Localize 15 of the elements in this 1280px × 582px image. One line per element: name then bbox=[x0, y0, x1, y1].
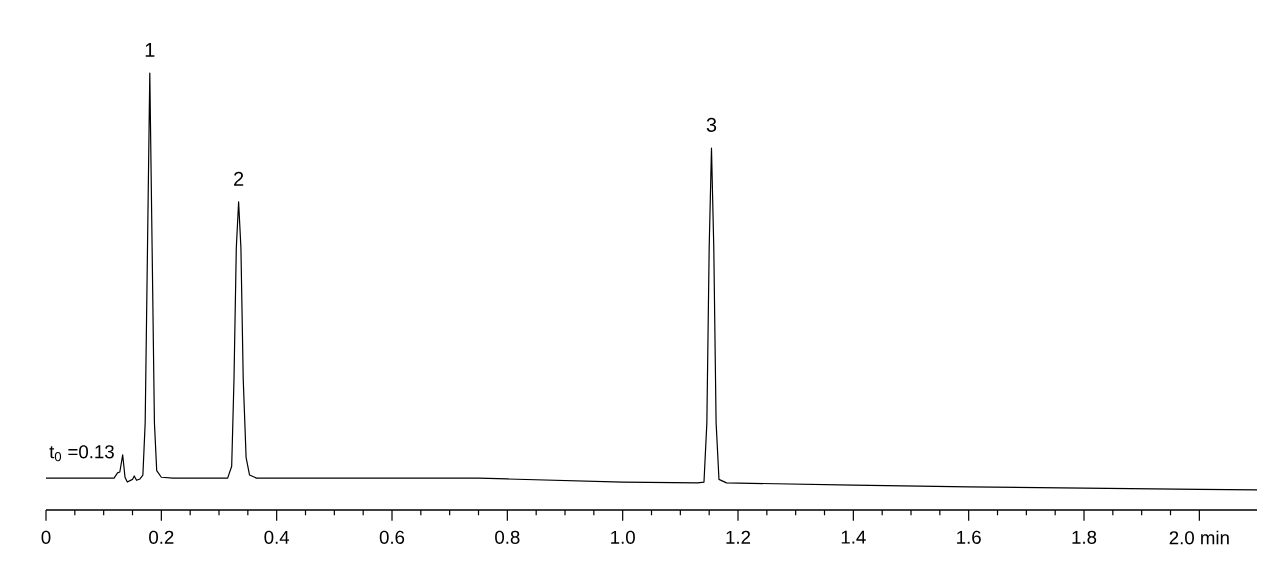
annotation: t$_{0}$ =0.13 bbox=[49, 445, 114, 462]
annotation: 2 bbox=[234, 171, 244, 186]
x-tick-label: 0.4 bbox=[264, 530, 290, 544]
annotation: 3 bbox=[706, 117, 717, 132]
x-tick-label: 0.2 bbox=[149, 530, 174, 544]
x-tick-label: 1.8 bbox=[1072, 530, 1097, 544]
x-tick-label: 1.0 bbox=[611, 530, 635, 544]
x-tick-label: 2.0 min bbox=[1169, 530, 1229, 545]
x-tick-label: 0 bbox=[41, 530, 51, 544]
x-tick-label: 1.6 bbox=[957, 530, 981, 544]
x-tick-label: 1.2 bbox=[726, 530, 751, 544]
annotation: 1 bbox=[145, 42, 155, 57]
x-tick-label: 0.6 bbox=[379, 530, 405, 544]
x-tick-label: 0.8 bbox=[495, 530, 520, 544]
x-tick-label: 1.4 bbox=[841, 530, 866, 544]
